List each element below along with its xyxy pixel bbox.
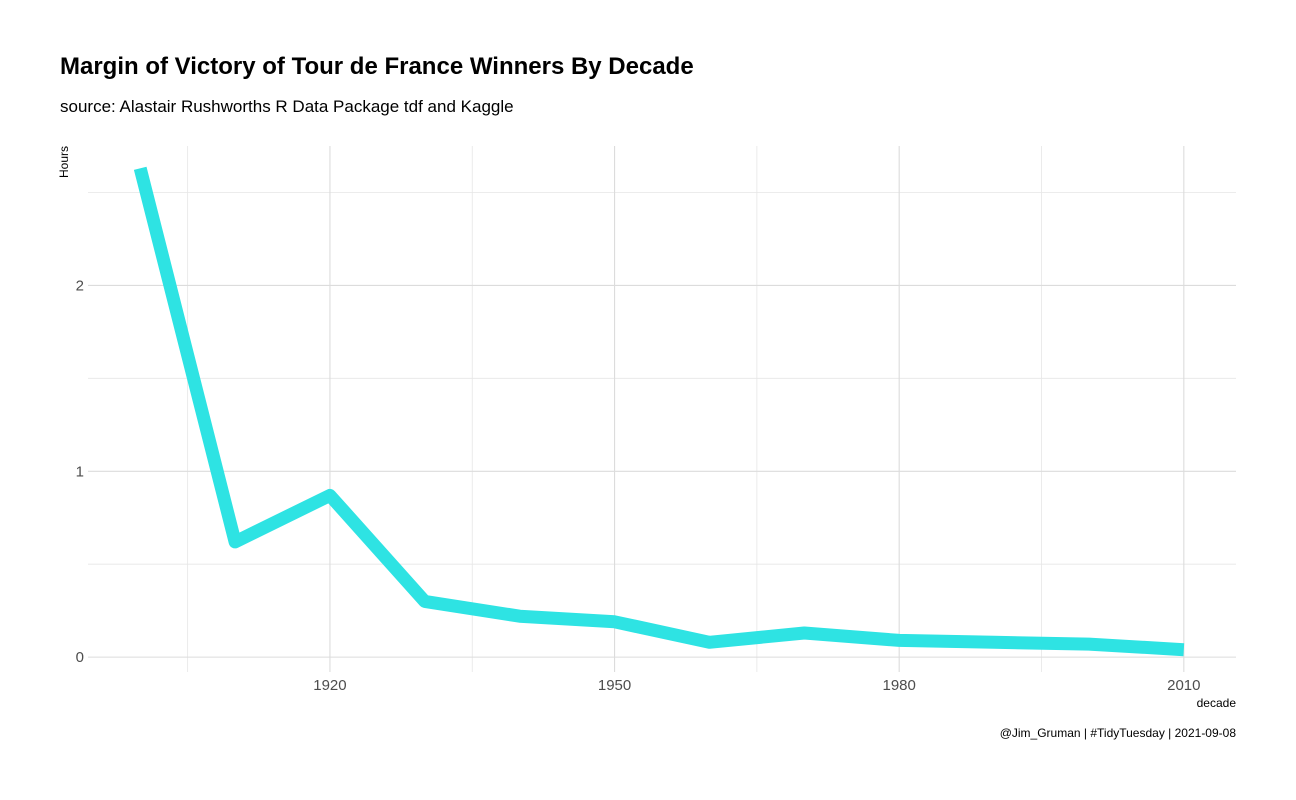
chart-title: Margin of Victory of Tour de France Winn… [60, 53, 694, 80]
y-axis-title: Hours [57, 146, 71, 178]
x-tick-label: 1920 [313, 677, 346, 694]
x-tick-label: 2010 [1167, 677, 1200, 694]
y-tick-label: 1 [76, 463, 84, 480]
series-layer [133, 166, 1185, 657]
x-tick-label: 1950 [598, 677, 631, 694]
y-axis-tick-labels: 0 1 2 [76, 277, 84, 666]
chart-subtitle: source: Alastair Rushworths R Data Packa… [60, 97, 514, 116]
y-tick-label: 0 [76, 649, 84, 666]
x-axis-tick-labels: 1920 1950 1980 2010 [313, 677, 1200, 694]
x-tick-label: 1980 [883, 677, 916, 694]
grid-layer [88, 146, 1236, 672]
series-line [133, 166, 1185, 657]
y-tick-label: 2 [76, 277, 84, 294]
chart-caption: @Jim_Gruman | #TidyTuesday | 2021-09-08 [999, 726, 1236, 740]
x-axis-title: decade [1197, 696, 1237, 710]
